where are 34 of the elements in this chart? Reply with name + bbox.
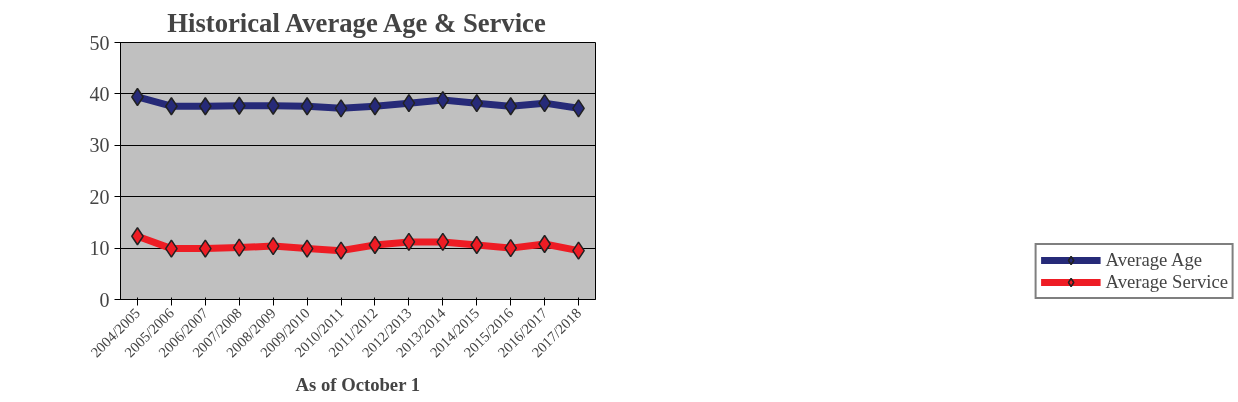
y-tick-label: 10: [89, 237, 110, 260]
point: [266, 236, 280, 256]
point: [470, 93, 484, 113]
point: [300, 96, 314, 116]
point: [504, 238, 518, 258]
point: [232, 238, 246, 257]
point: [470, 235, 484, 255]
y-tick-label: 40: [89, 82, 110, 105]
point: [538, 234, 552, 254]
point: [402, 232, 416, 252]
point: [368, 96, 382, 116]
point: [266, 96, 280, 115]
legend-label: Average Service: [1105, 271, 1228, 293]
point: [334, 241, 348, 260]
y-tick-label: 0: [99, 288, 110, 311]
legend-label: Average Age: [1105, 249, 1203, 271]
point: [368, 235, 382, 255]
point: [334, 99, 348, 118]
y-tick-label: 50: [89, 31, 110, 54]
point: [198, 96, 212, 116]
point: [198, 239, 212, 258]
point: [538, 93, 552, 113]
point: [164, 96, 178, 116]
point: [436, 232, 450, 252]
point: [300, 239, 314, 258]
point: [164, 239, 178, 258]
point: [402, 93, 416, 113]
chart-title: Historical Average Age & Service: [167, 7, 546, 38]
point: [436, 90, 450, 110]
point: [232, 96, 246, 115]
y-tick-label: 20: [89, 185, 110, 208]
x-axis-title: As of October 1: [295, 374, 421, 396]
point: [504, 96, 518, 116]
y-tick-label: 30: [89, 134, 110, 157]
